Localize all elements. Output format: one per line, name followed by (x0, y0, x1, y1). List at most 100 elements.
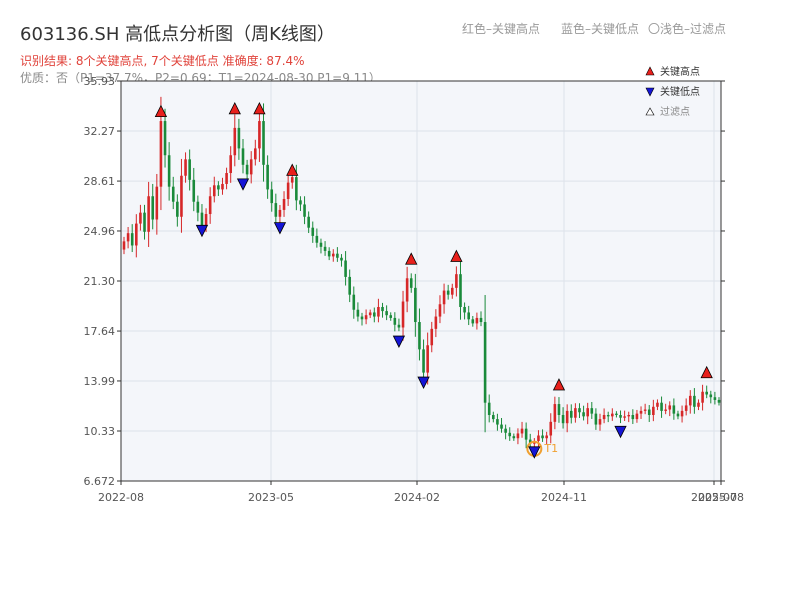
candle-body (668, 405, 672, 410)
candle-body (377, 306, 380, 317)
candle-body (553, 404, 557, 422)
legend-filtered-icon (645, 107, 655, 116)
candle-body (508, 432, 512, 437)
key-high-marker (450, 249, 463, 262)
candle-body (212, 185, 216, 197)
filtered-point-label: T1 (543, 442, 558, 455)
legend-high-label: 关键高点 (660, 65, 700, 78)
candle-body (446, 290, 450, 295)
candle-body (574, 408, 577, 418)
candle-body (245, 164, 249, 175)
candle-body (233, 127, 237, 156)
candle-body (270, 189, 274, 204)
candle-body (565, 410, 569, 424)
candle-body (151, 196, 155, 220)
candle-body (307, 216, 310, 228)
key-high-marker (286, 163, 299, 176)
candle-body (409, 278, 413, 288)
candle-body (475, 317, 479, 324)
candle-body (479, 317, 483, 323)
candle-body (549, 421, 553, 436)
candle-body (602, 414, 606, 420)
candle-body (426, 345, 429, 373)
candle-body (492, 414, 495, 420)
candle-body (405, 278, 409, 302)
candle-body (463, 306, 466, 313)
candle-body (356, 309, 360, 317)
x-tick-label: 2024-11 (541, 491, 587, 504)
candle-body (709, 394, 713, 398)
result-summary: 识别结果: 8个关键高点, 7个关键低点 准确度: 87.4% (20, 54, 305, 68)
candle-body (262, 121, 265, 165)
candle-body (500, 424, 503, 429)
candle-body (656, 402, 659, 407)
candle-body (192, 179, 196, 202)
key-low-marker (417, 376, 430, 389)
candle-body (684, 405, 688, 411)
candle-body (254, 148, 257, 160)
candle-body (258, 121, 261, 149)
candle-body (672, 405, 676, 414)
y-tick-label: 21.30 (84, 275, 116, 288)
candle-body (701, 391, 704, 403)
candle-body (611, 413, 614, 417)
candle-body (352, 294, 356, 310)
candle-body (401, 301, 405, 328)
candle-body (578, 408, 581, 413)
candle-body (385, 311, 388, 316)
candle-body (606, 414, 610, 417)
candle-body (311, 227, 315, 236)
candle-body (623, 416, 626, 418)
legend-key-high: 红色–关键高点 (462, 22, 541, 36)
candle-body (652, 406, 655, 415)
markers-group (154, 101, 713, 459)
candle-body (713, 397, 717, 400)
legend-key-low: 蓝色–关键低点 (561, 22, 640, 36)
key-high-marker (154, 104, 168, 117)
candle-body (299, 200, 302, 205)
candle-body (569, 410, 573, 418)
key-low-marker (273, 222, 287, 235)
y-ticks: 6.672 10.33 13.99 17.64 21.30 24.96 28.61 32.27… (84, 75, 725, 488)
candle-body (430, 328, 434, 346)
candle-body (225, 173, 228, 184)
candle-body (204, 214, 208, 227)
candle-body (237, 127, 241, 149)
candle-body (208, 196, 212, 215)
candle-body (434, 316, 438, 329)
key-high-marker (405, 252, 418, 265)
candle-body (196, 201, 200, 213)
candle-body (615, 413, 618, 415)
candle-body (582, 412, 585, 417)
candle-body (467, 312, 470, 320)
candle-body (368, 312, 372, 316)
candle-body (241, 148, 245, 165)
candle-body (147, 196, 150, 232)
candle-body (303, 204, 306, 217)
candle-body (619, 414, 622, 418)
candle-body (163, 121, 167, 156)
candle-body (364, 315, 368, 320)
legend-filtered-label: 过滤点 (660, 105, 690, 118)
candle-body (336, 253, 339, 258)
key-high-marker (253, 101, 266, 115)
candle-body (557, 404, 561, 415)
legend-low-label: 关键低点 (660, 85, 700, 98)
y-tick-label: 32.27 (84, 125, 116, 138)
candle-body (122, 241, 126, 250)
candle-body (717, 399, 721, 403)
page-title: 603136.SH 高低点分析图（周K线图） (20, 24, 335, 45)
y-tick-label: 28.61 (84, 175, 116, 188)
candle-body (274, 203, 278, 217)
candle-body (315, 235, 319, 243)
candles-group (122, 96, 721, 449)
candle-body (393, 317, 397, 325)
y-tick-label: 17.64 (84, 325, 116, 338)
x-tick-label: 2024-02 (394, 491, 440, 504)
candle-body (450, 287, 454, 295)
candle-body (688, 395, 692, 406)
candle-body (180, 175, 183, 217)
candle-body (373, 312, 376, 317)
candle-body (594, 413, 598, 425)
